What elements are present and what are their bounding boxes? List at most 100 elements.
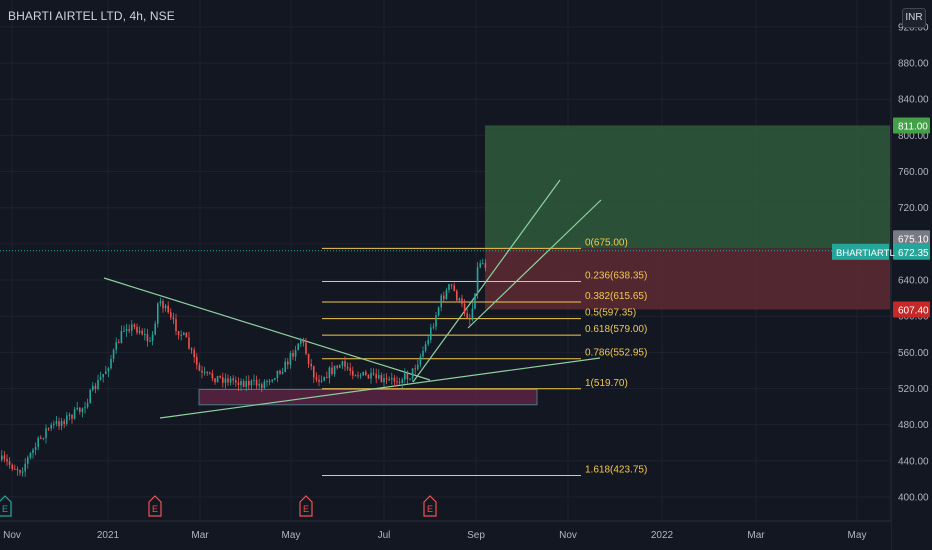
earnings-marker-label: E [427,504,433,514]
candle-body [180,334,182,336]
candle-body [120,331,123,343]
candle-body [385,378,388,380]
candle-body [440,295,442,308]
candle-body [123,330,125,332]
candle-body [151,334,154,341]
candle-body [305,342,307,354]
time-tick-label: May [282,530,301,541]
candle-body [419,356,422,365]
candle-body [27,457,29,464]
candle-body [279,370,281,374]
candle-body [466,313,468,319]
time-tick-label: 2022 [651,530,674,541]
price-tick-label: 640.00 [898,276,929,287]
candle-body [105,371,107,375]
last-price-label-background [893,243,930,260]
candle-body [141,330,143,335]
fib-level-label: 0.786(552.95) [585,348,647,359]
candle-body [456,290,458,301]
candle-body [266,380,268,382]
time-tick-label: Jul [378,530,391,541]
candle-body [47,428,50,430]
candle-body [479,263,481,268]
candle-body [37,437,39,447]
candle-body [302,339,305,343]
candle-body [157,303,159,324]
entry-price-label: 675.10 [898,234,929,245]
price-tick-label: 440.00 [898,456,929,467]
candle-body [1,455,3,460]
candle-body [136,326,138,333]
candle-body [445,290,448,300]
candle-body [190,348,193,350]
candle-body [66,415,68,424]
time-tick-label: May [848,530,867,541]
earnings-marker-label: E [303,504,309,514]
candle-body [227,378,229,383]
candle-body [177,331,180,335]
earnings-marker-icon [423,495,437,517]
candle-body [463,303,466,314]
candle-body [310,363,312,367]
candle-body [372,372,375,375]
last-price-label: 672.35 [898,248,929,259]
price-tick-label: 880.00 [898,59,929,70]
candle-body [183,332,185,335]
currency-button[interactable]: INR [902,8,926,28]
candle-body [115,342,117,350]
price-tick-label: 800.00 [898,131,929,142]
price-tick-label: 560.00 [898,348,929,359]
candle-body [131,324,133,331]
candle-body [320,380,323,382]
candle-body [284,361,286,373]
fib-level-label: 1(519.70) [585,378,628,389]
stop-price-label-background [893,301,930,318]
time-tick-label: 2021 [97,530,120,541]
candle-body [313,366,315,378]
candle-body [224,378,227,383]
candle-body [430,327,432,340]
candle-body [409,378,411,380]
candle-body [287,361,289,365]
candle-body [138,330,141,333]
price-tick-label: 480.00 [898,420,929,431]
candle-body [118,342,120,344]
candle-body [232,378,234,381]
earnings-marker-icon [299,495,313,517]
candle-body [346,366,349,369]
candle-body [53,423,55,425]
candle-body [237,382,240,386]
ascending-trendline [159,357,601,419]
candle-body [253,379,255,381]
candle-body [71,414,73,419]
candle-body [86,403,89,408]
candle-body [289,353,292,365]
candle-body [128,329,130,331]
candle-body [3,455,6,459]
candle-body [159,301,162,304]
candle-body [448,284,450,291]
candle-body [424,344,427,351]
candle-body [383,378,385,383]
candle-body [414,368,416,370]
candle-body [469,318,471,320]
candle-body [378,375,380,379]
channel-lower-line [467,199,602,329]
candle-body [76,407,78,410]
candle-body [214,378,216,383]
candle-body [146,334,149,342]
candle-body [84,407,86,409]
fib-level-label: 0.5(597.35) [585,308,636,319]
candle-body [19,470,21,473]
candle-body [458,298,461,301]
time-axis-background [0,521,891,550]
price-tick-label: 760.00 [898,167,929,178]
price-axis-background [891,0,932,550]
candle-body [331,367,333,374]
candle-body [45,428,47,438]
stop-loss-zone [485,248,890,310]
candle-body [185,332,188,338]
candle-body [427,339,429,345]
candle-body [250,380,253,386]
